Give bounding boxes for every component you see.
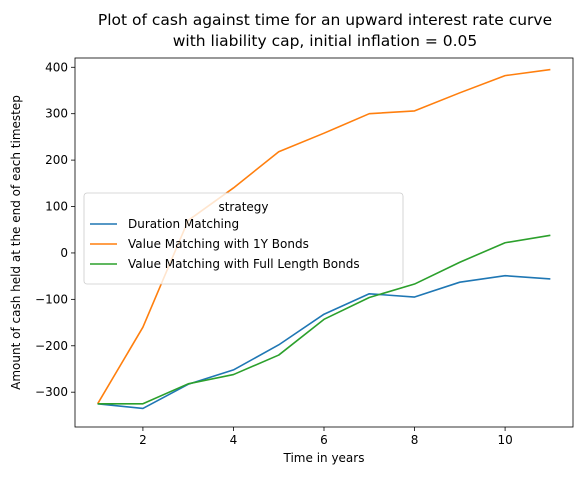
series-line-1 bbox=[97, 274, 551, 410]
legend-label: Value Matching with Full Length Bonds bbox=[128, 257, 360, 271]
plot-area-frame bbox=[74, 57, 574, 428]
legend-title: strategy bbox=[218, 200, 268, 214]
y-tick-label: 300 bbox=[45, 107, 68, 121]
axes: 2 4 6 8 10 −300 −200 −100 0 100 200 300 400 bbox=[35, 60, 513, 447]
x-tick-label: 2 bbox=[139, 433, 147, 447]
chart-title-line-1: Plot of cash against time for an upward … bbox=[98, 11, 552, 29]
x-tick-label: 8 bbox=[411, 433, 419, 447]
legend-label: Value Matching with 1Y Bonds bbox=[128, 237, 309, 251]
legend-box bbox=[83, 192, 404, 285]
chart-title: Plot of cash against time for an upward … bbox=[98, 11, 552, 50]
legend: strategy Duration Matching Value Matching… bbox=[83, 192, 404, 285]
y-tick-label: 400 bbox=[45, 60, 68, 74]
y-tick-label: 200 bbox=[45, 153, 68, 167]
y-tick-label: −100 bbox=[35, 292, 68, 306]
x-tick-label: 6 bbox=[320, 433, 328, 447]
y-tick-label: −300 bbox=[35, 385, 68, 399]
y-tick-label: 100 bbox=[45, 200, 68, 214]
legend-entries: Duration Matching Value Matching with 1Y … bbox=[90, 217, 360, 271]
x-axis-title: Time in years bbox=[283, 451, 365, 465]
chart-title-line-2: with liability cap, initial inflation = … bbox=[173, 32, 478, 50]
y-axis-title: Amount of cash held at the end of each t… bbox=[9, 95, 23, 390]
y-tick-label: −200 bbox=[35, 339, 68, 353]
legend-label: Duration Matching bbox=[128, 217, 239, 231]
x-tick-label: 4 bbox=[230, 433, 238, 447]
x-tick-label: 10 bbox=[497, 433, 512, 447]
series-line-3 bbox=[97, 234, 551, 405]
y-tick-label: 0 bbox=[60, 246, 68, 260]
